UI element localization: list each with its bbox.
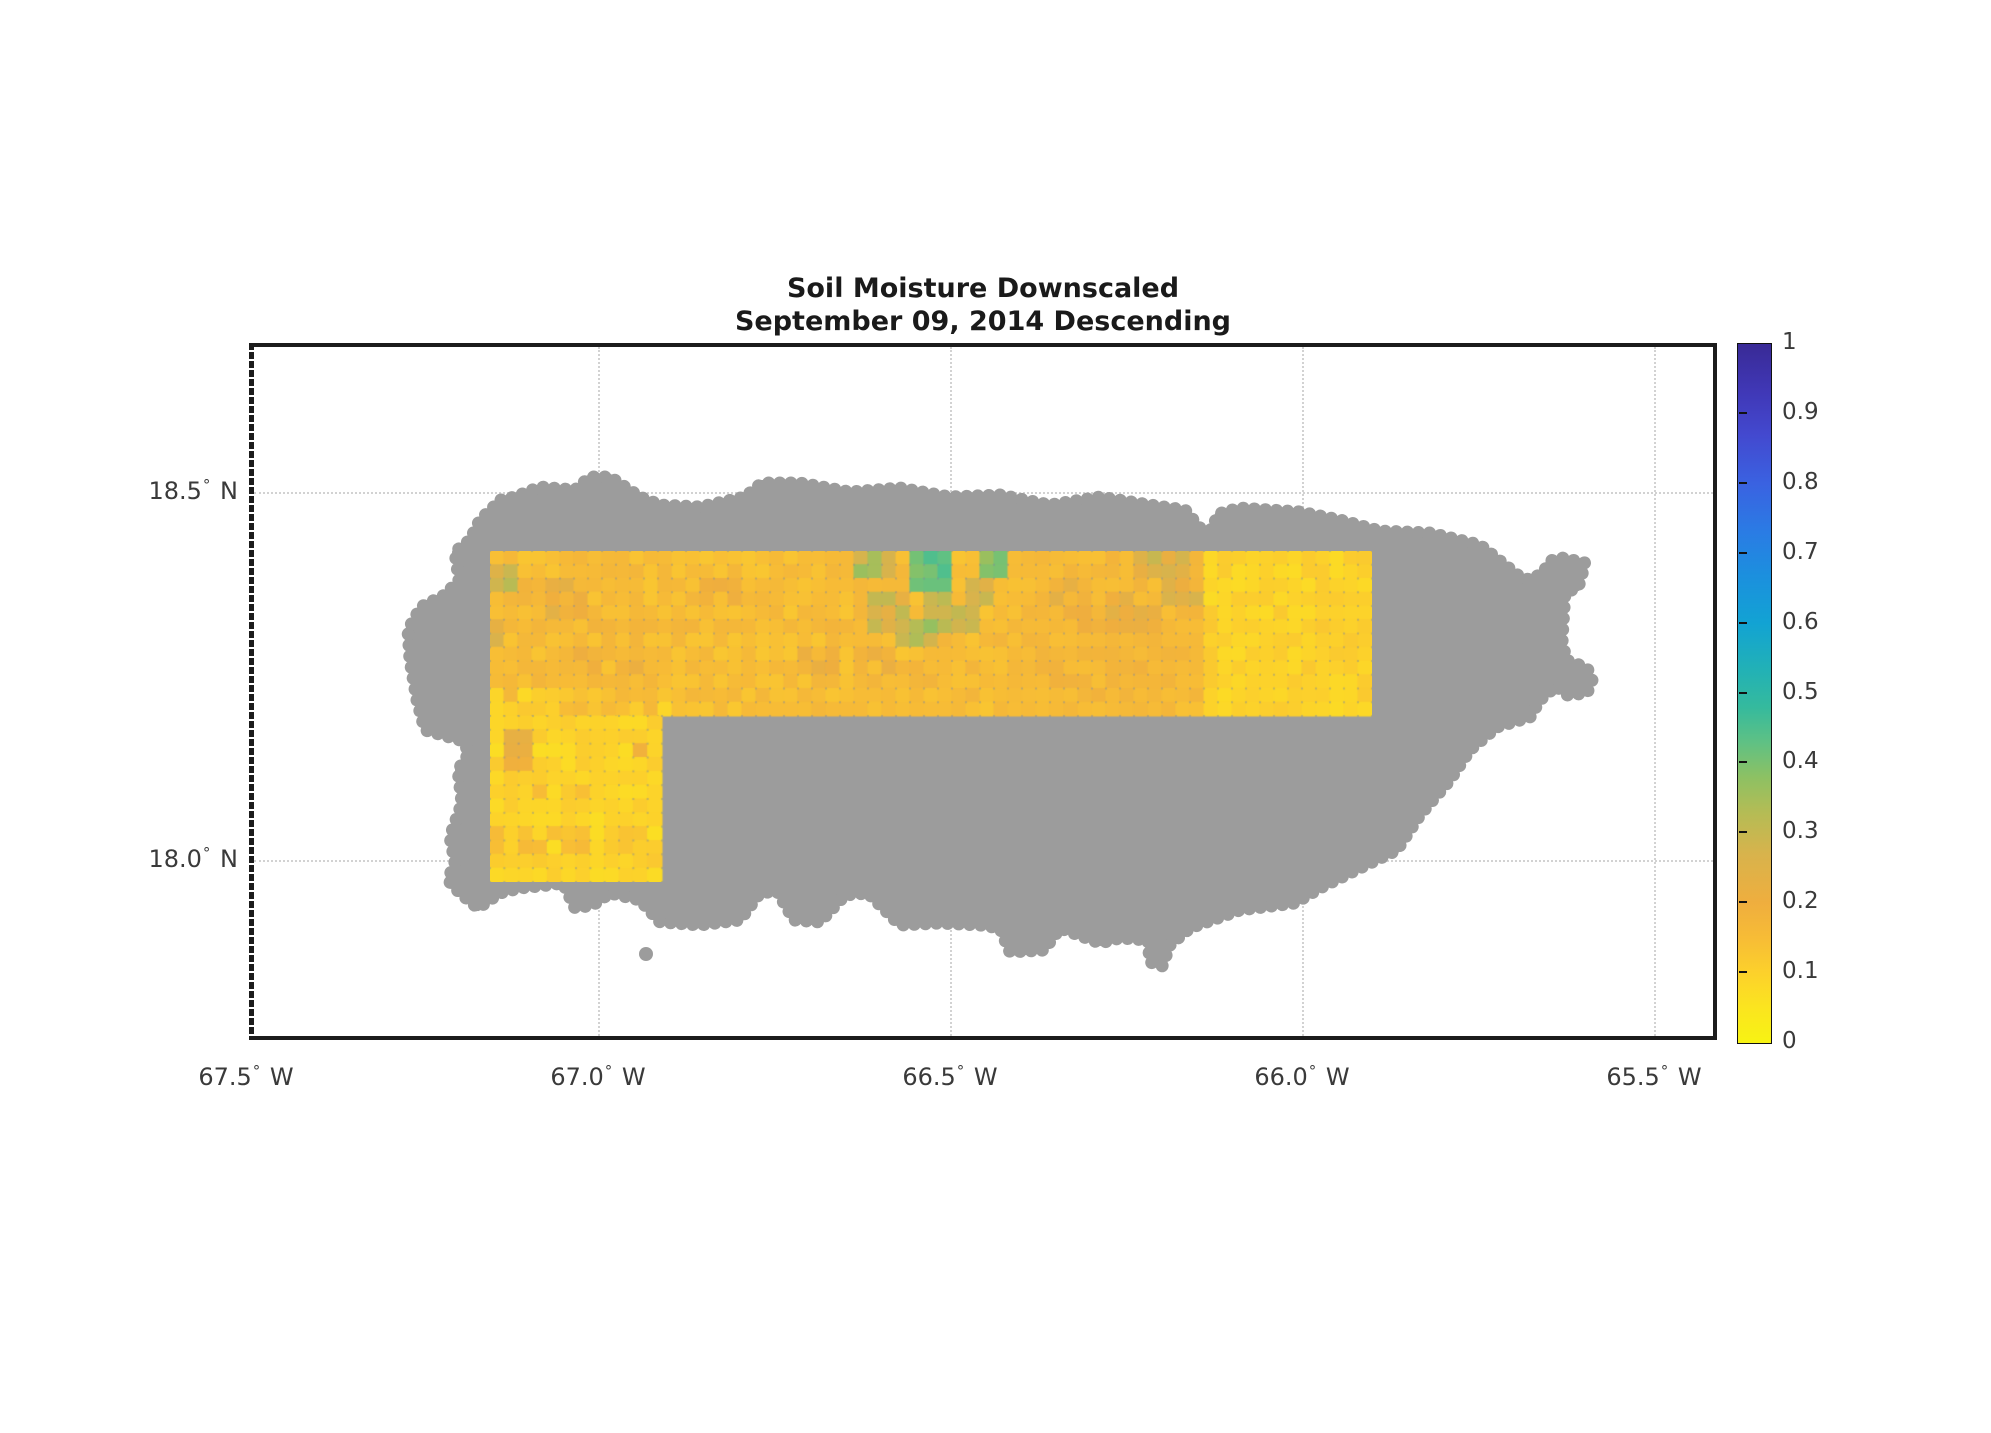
colorbar-tick-label: 0.5 [1782,679,1819,705]
gridline-vertical [1654,347,1656,1036]
colorbar-tick-label: 0.8 [1782,469,1819,495]
plot-border-right [1713,343,1717,1040]
colorbar-tick-label: 0.4 [1782,748,1819,774]
colorbar-tick [1739,482,1747,484]
x-tick-label: 66.5° W [902,1062,998,1091]
offshore-islet [639,947,653,961]
y-tick-label: 18.0° N [148,844,238,873]
degree-symbol: ° [956,1062,965,1080]
colorbar-tick [1739,622,1747,624]
colorbar-tick [1739,692,1747,694]
degree-symbol: ° [252,1062,261,1080]
colorbar-tick [1739,971,1747,973]
plot-border-bottom [249,1036,1717,1040]
plot-border-left-ruler [249,343,254,1040]
colorbar-tick [1739,412,1747,414]
chart-title: Soil Moisture Downscaled September 09, 2… [249,272,1717,338]
colorbar-tick-label: 0.3 [1782,818,1819,844]
colorbar-tick-label: 0 [1782,1028,1797,1054]
y-tick-label: 18.5° N [148,476,238,505]
degree-symbol: ° [202,476,211,494]
island-coast-dots [401,470,1600,975]
colorbar-tick-label: 0.2 [1782,888,1819,914]
colorbar-tick [1739,761,1747,763]
colorbar-tick [1739,831,1747,833]
colorbar-tick [1739,901,1747,903]
colorbar-tick-label: 1 [1782,329,1797,355]
chart-title-line1: Soil Moisture Downscaled [786,273,1180,304]
degree-symbol: ° [1660,1062,1669,1080]
soil-moisture-heatmap [490,551,1372,882]
x-tick-label: 65.5° W [1606,1062,1702,1091]
colorbar-tick-label: 0.7 [1782,539,1819,565]
colorbar-tick-label: 0.6 [1782,609,1819,635]
x-tick-label: 66.0° W [1254,1062,1350,1091]
colorbar-tick [1739,552,1747,554]
colorbar-tick-label: 0.9 [1782,399,1819,425]
degree-symbol: ° [1308,1062,1317,1080]
chart-title-line2: September 09, 2014 Descending [734,306,1232,337]
degree-symbol: ° [202,844,211,862]
x-tick-label: 67.0° W [550,1062,646,1091]
colorbar-tick-label: 0.1 [1782,958,1819,984]
plot-border-top [249,343,1717,347]
x-tick-label: 67.5° W [198,1062,294,1091]
degree-symbol: ° [604,1062,613,1080]
